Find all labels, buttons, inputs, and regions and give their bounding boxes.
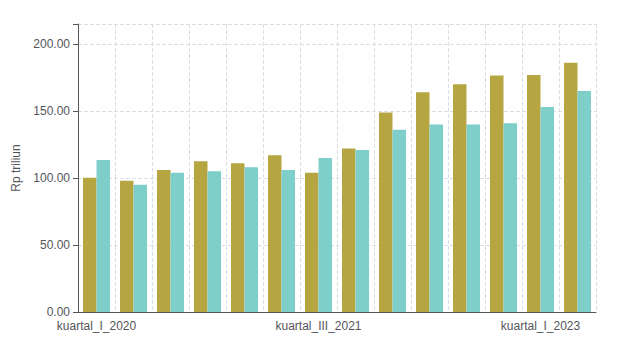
svg-text:50.00: 50.00 <box>40 238 70 252</box>
svg-text:200.00: 200.00 <box>33 37 70 51</box>
svg-text:kuartal_III_2021: kuartal_III_2021 <box>275 319 361 333</box>
svg-text:150.00: 150.00 <box>33 104 70 118</box>
svg-text:kuartal_I_2023: kuartal_I_2023 <box>501 319 581 333</box>
svg-text:100.00: 100.00 <box>33 171 70 185</box>
svg-text:0.00: 0.00 <box>47 305 71 319</box>
svg-text:kuartal_I_2020: kuartal_I_2020 <box>57 319 137 333</box>
svg-text:Rp triliun: Rp triliun <box>9 144 23 191</box>
